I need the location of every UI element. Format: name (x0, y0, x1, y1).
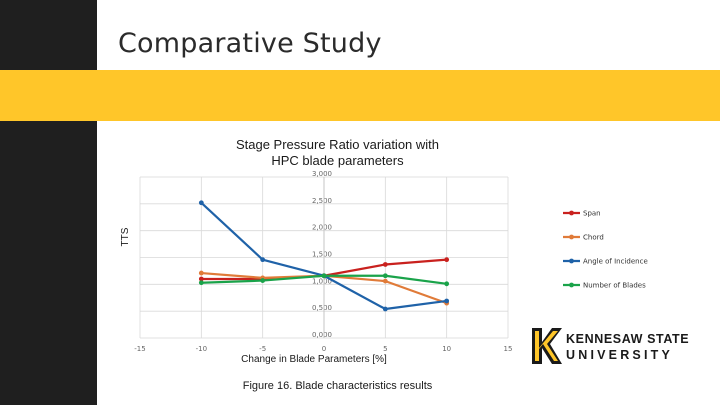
y-tick-label: 0,500 (312, 304, 332, 312)
data-point-3-4 (444, 281, 450, 287)
data-point-3-1 (260, 278, 266, 283)
legend-marker-0 (569, 210, 574, 216)
data-point-2-1 (260, 257, 266, 263)
x-tick-label: -5 (259, 345, 266, 353)
title-area (97, 0, 720, 70)
legend-label-0: Span (583, 210, 601, 218)
y-tick-label: 1,500 (312, 251, 332, 259)
logo-line-2: UNIVERSITY (566, 348, 674, 362)
y-tick-label: 1,000 (312, 277, 332, 285)
chart-title: Stage Pressure Ratio variation with HPC … (200, 137, 475, 169)
data-point-0-0 (198, 276, 204, 282)
x-tick-label: 10 (442, 345, 451, 353)
y-tick-label: 3,000 (312, 170, 332, 178)
slide-title: Comparative Study (118, 28, 382, 59)
y-tick-label: 2,000 (312, 224, 332, 232)
data-point-2-3 (382, 306, 388, 312)
legend-marker-2 (569, 258, 574, 264)
chart-title-line-2: HPC blade parameters (271, 153, 404, 168)
data-point-3-0 (198, 280, 204, 286)
x-tick-label: 5 (383, 345, 387, 353)
y-tick-label: 2,500 (312, 197, 332, 205)
data-point-2-0 (198, 200, 204, 206)
data-point-1-3 (382, 278, 388, 284)
data-point-2-4 (444, 298, 450, 304)
x-tick-label: 15 (504, 345, 513, 353)
legend-marker-1 (569, 234, 574, 240)
gold-band (0, 70, 720, 121)
legend-label-1: Chord (583, 234, 604, 242)
y-axis-title: TTS (120, 227, 131, 246)
figure-caption: Figure 16. Blade characteristics results (242, 380, 433, 392)
data-point-1-0 (198, 270, 204, 276)
data-point-3-3 (382, 273, 388, 279)
x-tick-label: 0 (322, 345, 326, 353)
x-axis-title: Change in Blade Parameters [%] (241, 354, 387, 365)
logo-line-1: KENNESAW STATE (566, 332, 690, 346)
legend-label-3: Number of Blades (583, 282, 646, 290)
data-point-0-3 (382, 262, 388, 267)
y-tick-label: 0,000 (312, 331, 332, 339)
left-sidebar-bar (0, 0, 97, 405)
legend-marker-3 (569, 282, 574, 288)
x-tick-label: -15 (134, 345, 145, 353)
legend-label-2: Angle of Incidence (583, 258, 648, 266)
x-tick-label: -10 (196, 345, 207, 353)
data-point-3-2 (321, 273, 327, 279)
ksu-logo-mark (532, 328, 562, 364)
data-point-0-4 (444, 257, 450, 263)
chart-title-line-1: Stage Pressure Ratio variation with (235, 137, 440, 152)
